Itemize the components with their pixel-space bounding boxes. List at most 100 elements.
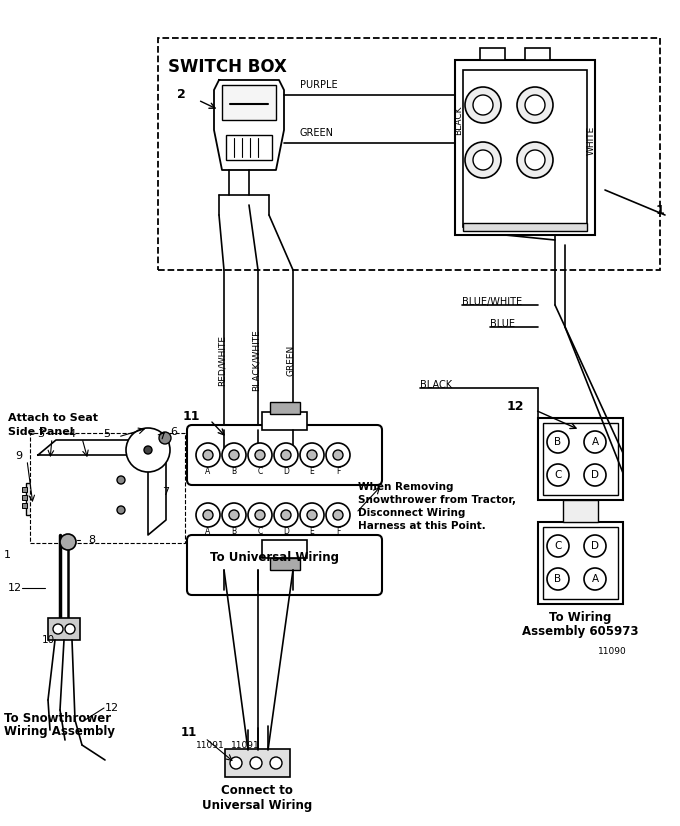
Text: 11: 11 (181, 727, 197, 739)
Text: To Wiring: To Wiring (549, 611, 611, 624)
Circle shape (333, 450, 343, 460)
Circle shape (517, 87, 553, 123)
Bar (22, 503, 27, 508)
Text: 7: 7 (162, 487, 169, 497)
Bar (480, 48, 505, 60)
Text: BLACK: BLACK (454, 105, 464, 135)
Circle shape (465, 142, 501, 178)
Text: A: A (205, 526, 211, 535)
Text: E: E (309, 467, 314, 476)
Text: BLUE: BLUE (490, 319, 515, 329)
Polygon shape (148, 440, 166, 535)
Circle shape (281, 510, 291, 520)
Text: 11091: 11091 (231, 740, 259, 749)
Polygon shape (214, 80, 284, 170)
Text: 11: 11 (182, 410, 200, 423)
Text: 8: 8 (88, 535, 95, 545)
Bar (30, 433, 185, 543)
Text: F: F (336, 526, 340, 535)
Text: Side Panel: Side Panel (8, 427, 73, 437)
Text: C: C (257, 526, 262, 535)
Text: Wiring Assembly: Wiring Assembly (4, 725, 115, 738)
Circle shape (274, 443, 298, 467)
Bar (22, 495, 27, 500)
Text: 1: 1 (656, 203, 665, 216)
Text: A: A (592, 574, 598, 584)
Bar (543, 423, 618, 495)
Bar (26, 483, 40, 515)
Circle shape (300, 443, 324, 467)
Text: B: B (554, 574, 562, 584)
Bar (538, 522, 623, 604)
Text: B: B (554, 437, 562, 447)
Text: RED/WHITE: RED/WHITE (218, 335, 226, 386)
Circle shape (117, 506, 125, 514)
Circle shape (525, 150, 545, 170)
Circle shape (144, 446, 152, 454)
Text: C: C (257, 467, 262, 476)
Circle shape (196, 503, 220, 527)
Text: To Snowthrower: To Snowthrower (4, 711, 111, 724)
Text: To Universal Wiring: To Universal Wiring (210, 552, 339, 564)
Bar (563, 500, 598, 522)
Bar (22, 487, 27, 492)
Text: 12: 12 (105, 703, 119, 713)
Circle shape (547, 464, 569, 486)
Text: BLUE/WHITE: BLUE/WHITE (462, 297, 522, 307)
Circle shape (525, 95, 545, 115)
Circle shape (547, 568, 569, 590)
Text: E: E (309, 526, 314, 535)
Bar (38, 455, 148, 535)
Text: 5: 5 (103, 429, 110, 439)
Text: SWITCH BOX: SWITCH BOX (168, 58, 287, 76)
Circle shape (465, 87, 501, 123)
Circle shape (250, 757, 262, 769)
Text: PURPLE: PURPLE (300, 80, 338, 90)
Circle shape (53, 624, 63, 634)
Circle shape (159, 432, 171, 444)
Text: 10: 10 (42, 635, 55, 645)
Circle shape (196, 443, 220, 467)
Text: BLACK/WHITE: BLACK/WHITE (252, 329, 260, 391)
Text: Assembly 605973: Assembly 605973 (522, 625, 639, 638)
Text: 11090: 11090 (598, 648, 627, 657)
Bar (226, 135, 272, 160)
Text: D: D (591, 470, 599, 480)
Circle shape (248, 443, 272, 467)
Bar (538, 418, 623, 500)
Bar (262, 540, 307, 558)
Circle shape (584, 431, 606, 453)
Circle shape (117, 476, 125, 484)
Text: GREEN: GREEN (300, 128, 334, 138)
Circle shape (203, 510, 213, 520)
Text: 11091: 11091 (196, 740, 225, 749)
Text: WHITE: WHITE (586, 126, 596, 154)
Circle shape (270, 757, 282, 769)
Text: Snowthrower from Tractor,: Snowthrower from Tractor, (358, 495, 516, 505)
Circle shape (274, 503, 298, 527)
Text: D: D (283, 467, 289, 476)
Circle shape (326, 443, 350, 467)
Bar (270, 402, 300, 414)
Circle shape (584, 464, 606, 486)
Bar (543, 527, 618, 599)
Text: C: C (554, 470, 562, 480)
Circle shape (230, 757, 242, 769)
Circle shape (307, 510, 317, 520)
Bar (46, 465, 114, 520)
Bar (455, 60, 595, 235)
Text: 12: 12 (8, 583, 22, 593)
Text: D: D (591, 541, 599, 551)
Bar (158, 38, 660, 270)
Circle shape (255, 510, 265, 520)
Circle shape (222, 443, 246, 467)
Text: Disconnect Wiring: Disconnect Wiring (358, 508, 465, 518)
Bar (270, 558, 300, 570)
Circle shape (65, 624, 75, 634)
Bar (262, 412, 307, 430)
Text: 6: 6 (170, 427, 177, 437)
Circle shape (229, 510, 239, 520)
Circle shape (473, 150, 493, 170)
Circle shape (333, 510, 343, 520)
Text: A: A (205, 467, 211, 476)
